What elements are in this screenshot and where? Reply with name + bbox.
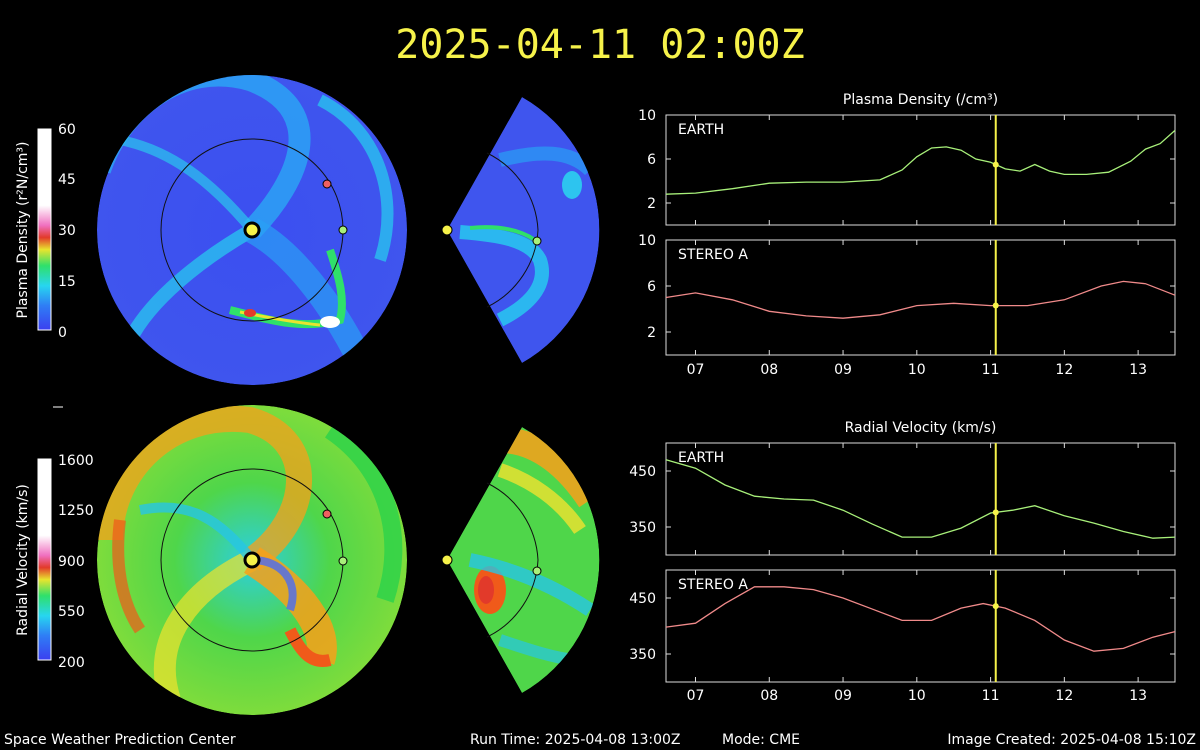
chart-1-panel-1-current-point bbox=[992, 603, 999, 610]
chart-1-panel-0-ytick-label: 450 bbox=[629, 464, 656, 480]
velocity-tick-0: 1600 bbox=[58, 453, 94, 469]
density-colorbar-label: Plasma Density (r²N/cm³) bbox=[15, 142, 31, 319]
velocity-tick-3: 550 bbox=[58, 604, 85, 620]
chart-0-panel-1-current-point bbox=[992, 302, 999, 309]
earth-marker-velocity-meridional bbox=[532, 566, 542, 576]
chart-0-panel-0-ytick-label: 10 bbox=[638, 108, 656, 124]
chart-1-xtick-label: 09 bbox=[834, 688, 852, 704]
footer-image-created: Image Created: 2025-04-08 15:10Z bbox=[947, 732, 1196, 748]
chart-1-xtick-label: 08 bbox=[760, 688, 778, 704]
velocity-colorbar: 1600 1250 900 550 200 Radial Velocity (k… bbox=[15, 453, 94, 671]
chart-1-panel-1-ytick-label: 450 bbox=[629, 591, 656, 607]
sun-marker bbox=[243, 221, 261, 239]
chart-0-title: Plasma Density (/cm³) bbox=[843, 92, 998, 108]
velocity-tick-4: 200 bbox=[58, 655, 85, 671]
page-title: 2025-04-11 02:00Z bbox=[395, 22, 804, 68]
chart-0-series-stereo-a bbox=[665, 280, 1176, 319]
density-colorbar-gradient bbox=[37, 128, 52, 331]
chart-1-panel-0-ytick-label: 350 bbox=[629, 520, 656, 536]
density-tick-1: 45 bbox=[58, 172, 76, 188]
time-series-charts: Plasma Density (/cm³) 10 6 2 EARTH 10 6 2 STEREO… bbox=[629, 92, 1176, 704]
chart-0-xtick-label: 08 bbox=[760, 362, 778, 378]
stereo-a-marker bbox=[322, 179, 332, 189]
chart-1-xtick-label: 12 bbox=[1055, 688, 1073, 704]
chart-1-panel-0-name: EARTH bbox=[678, 450, 724, 466]
density-meridional-map bbox=[447, 97, 600, 363]
meridional-orbit-arc bbox=[486, 152, 539, 231]
chart-0-xtick-label: 09 bbox=[834, 362, 852, 378]
chart-1-panel-1-name: STEREO A bbox=[678, 577, 748, 593]
earth-marker bbox=[338, 225, 348, 235]
chart-0-series-earth bbox=[665, 129, 1176, 195]
chart-0-panel-1-ytick-label: 6 bbox=[647, 279, 656, 295]
chart-0-panel-0-ytick-label: 6 bbox=[647, 152, 656, 168]
chart-1-panel-0-frame bbox=[665, 442, 1176, 556]
earth-marker-velocity bbox=[338, 556, 348, 566]
chart-0-xtick-label: 07 bbox=[687, 362, 705, 378]
chart-0-panel-1-ytick-label: 10 bbox=[638, 233, 656, 249]
footer-org: Space Weather Prediction Center bbox=[4, 732, 236, 748]
chart-0-xtick-label: 12 bbox=[1055, 362, 1073, 378]
sun-marker-velocity bbox=[243, 551, 261, 569]
velocity-tick-1: 1250 bbox=[58, 503, 94, 519]
stereo-a-marker-velocity bbox=[322, 509, 332, 519]
sun-marker-velocity-meridional bbox=[441, 554, 453, 566]
chart-1-xtick-label: 13 bbox=[1129, 688, 1147, 704]
velocity-tick-2: 900 bbox=[58, 554, 85, 570]
chart-0-panel-1-ytick-label: 2 bbox=[647, 325, 656, 341]
velocity-meridional-map bbox=[447, 427, 600, 693]
density-colorbar: 60 45 30 15 0 Plasma Density (r²N/cm³) bbox=[15, 122, 76, 341]
chart-0-panel-1-name: STEREO A bbox=[678, 247, 748, 263]
chart-0-panel-0-ytick-label: 2 bbox=[647, 196, 656, 212]
density-tick-0: 60 bbox=[58, 122, 76, 138]
chart-1-series-stereo-a bbox=[665, 586, 1176, 652]
chart-1-series-earth bbox=[665, 459, 1176, 539]
chart-1-panel-1-frame bbox=[665, 569, 1176, 683]
chart-0-xtick-label: 10 bbox=[908, 362, 926, 378]
chart-1-xtick-label: 11 bbox=[982, 688, 1000, 704]
chart-0-xtick-label: 13 bbox=[1129, 362, 1147, 378]
footer-run-time: Run Time: 2025-04-08 13:00Z bbox=[470, 732, 680, 748]
density-tick-2: 30 bbox=[58, 223, 76, 239]
density-tick-4: 0 bbox=[58, 325, 67, 341]
chart-1-xtick-label: 07 bbox=[687, 688, 705, 704]
footer-mode: Mode: CME bbox=[722, 732, 800, 748]
chart-1-title: Radial Velocity (km/s) bbox=[845, 420, 997, 436]
chart-1-panel-1-ytick-label: 350 bbox=[629, 647, 656, 663]
density-tick-3: 15 bbox=[58, 274, 76, 290]
chart-1-xtick-label: 10 bbox=[908, 688, 926, 704]
chart-0-panel-0-current-point bbox=[992, 161, 999, 168]
chart-0-xtick-label: 11 bbox=[982, 362, 1000, 378]
sun-marker-meridional bbox=[441, 224, 453, 236]
velocity-colorbar-gradient bbox=[37, 458, 52, 661]
earth-marker-meridional bbox=[532, 236, 542, 246]
chart-0-panel-0-frame bbox=[665, 114, 1176, 226]
chart-0-panel-0-name: EARTH bbox=[678, 122, 724, 138]
velocity-colorbar-label: Radial Velocity (km/s) bbox=[15, 484, 31, 636]
chart-1-panel-0-current-point bbox=[992, 509, 999, 516]
